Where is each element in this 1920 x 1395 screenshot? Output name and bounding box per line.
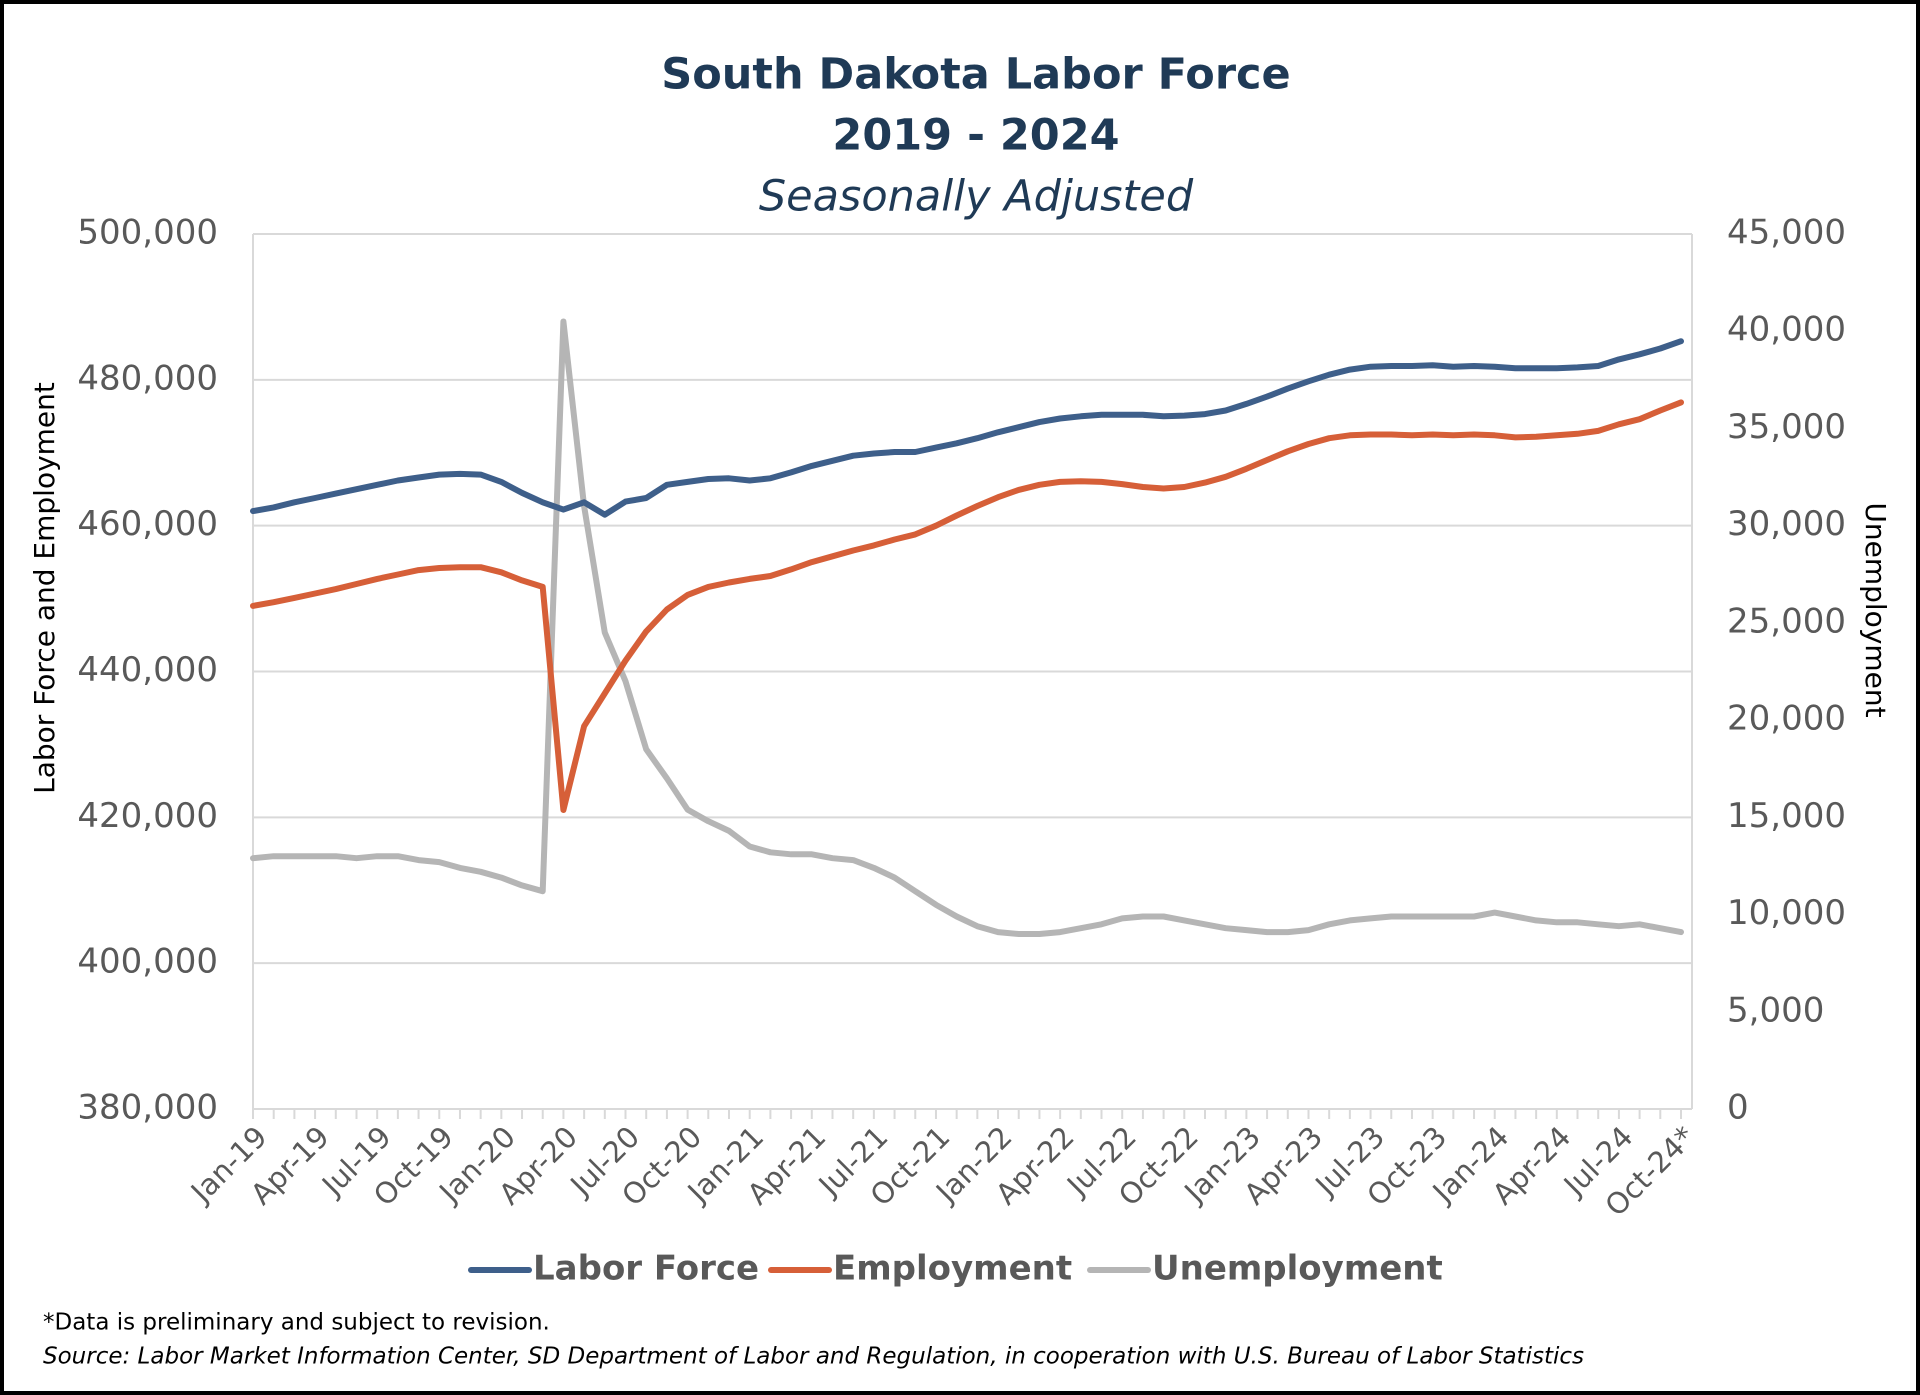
y2-tick-label: 25,000 [1727,601,1846,641]
y-tick-label: 440,000 [77,650,218,690]
y2-tick-label: 45,000 [1727,213,1846,253]
y-axis-label: Labor Force and Employment [28,382,61,794]
y2-tick-label: 35,000 [1727,407,1846,447]
y-tick-label: 500,000 [77,213,218,253]
y2-tick-label: 10,000 [1727,893,1846,933]
chart-title: 2019 - 2024 [832,111,1119,161]
y2-tick-label: 0 [1727,1088,1749,1128]
y2-axis-label: Unemployment [1859,502,1892,717]
legend-label: Employment [833,1249,1072,1289]
y-tick-label: 380,000 [77,1088,218,1128]
series-line [250,338,1684,518]
chart-title: South Dakota Labor Force [661,50,1290,100]
footnote: *Data is preliminary and subject to revi… [43,1310,550,1336]
y2-tick-label: 30,000 [1727,504,1846,544]
legend-label: Labor Force [533,1249,759,1289]
chart-subtitle: Seasonally Adjusted [759,172,1194,222]
y-tick-label: 420,000 [77,796,218,836]
y2-tick-label: 15,000 [1727,796,1846,836]
series-line [250,399,1684,813]
y2-tick-label: 5,000 [1727,990,1824,1030]
source-note: Source: Labor Market Information Center,… [43,1344,1584,1370]
y-tick-label: 460,000 [77,504,218,544]
series-line [250,318,1684,937]
y-tick-label: 480,000 [77,358,218,398]
y2-tick-label: 20,000 [1727,699,1846,739]
legend-label: Unemployment [1152,1249,1443,1289]
y-tick-label: 400,000 [77,942,218,982]
y2-tick-label: 40,000 [1727,310,1846,350]
